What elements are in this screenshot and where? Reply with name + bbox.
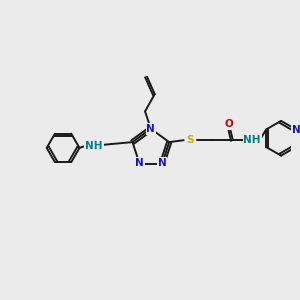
Text: NH: NH bbox=[85, 141, 103, 151]
Text: O: O bbox=[225, 119, 233, 129]
Text: S: S bbox=[187, 135, 194, 145]
Text: NH: NH bbox=[243, 135, 261, 145]
Text: N: N bbox=[158, 158, 167, 168]
Text: N: N bbox=[135, 158, 144, 168]
Text: N: N bbox=[292, 124, 300, 135]
Text: N: N bbox=[146, 124, 155, 134]
